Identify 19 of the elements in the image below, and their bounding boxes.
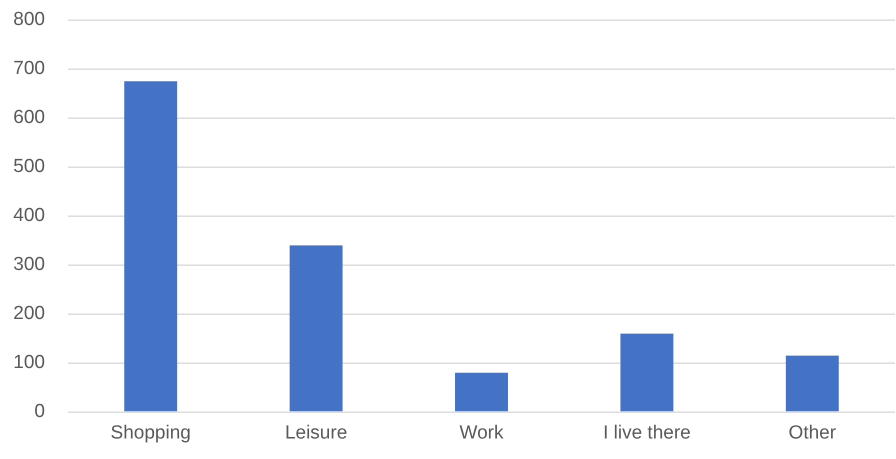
y-tick-label: 400 (13, 205, 45, 226)
x-tick-label: Other (788, 422, 837, 444)
y-tick-label: 0 (34, 401, 45, 422)
x-tick-label: Leisure (284, 422, 348, 444)
y-tick-label: 500 (13, 156, 45, 178)
y-tick-label: 800 (13, 9, 45, 30)
x-tick-label: Shopping (110, 422, 191, 444)
y-tick-label: 300 (13, 254, 45, 276)
x-tick-label: I live there (603, 422, 691, 444)
y-tick-label: 200 (13, 303, 45, 324)
bar (786, 356, 839, 412)
bar (290, 245, 343, 412)
y-tick-label: 100 (13, 352, 45, 374)
x-tick-label: Work (460, 422, 504, 444)
y-tick-label: 700 (13, 58, 45, 80)
bar (124, 81, 178, 412)
y-tick-label: 600 (13, 107, 45, 128)
bar (620, 334, 674, 412)
bar (455, 372, 508, 412)
